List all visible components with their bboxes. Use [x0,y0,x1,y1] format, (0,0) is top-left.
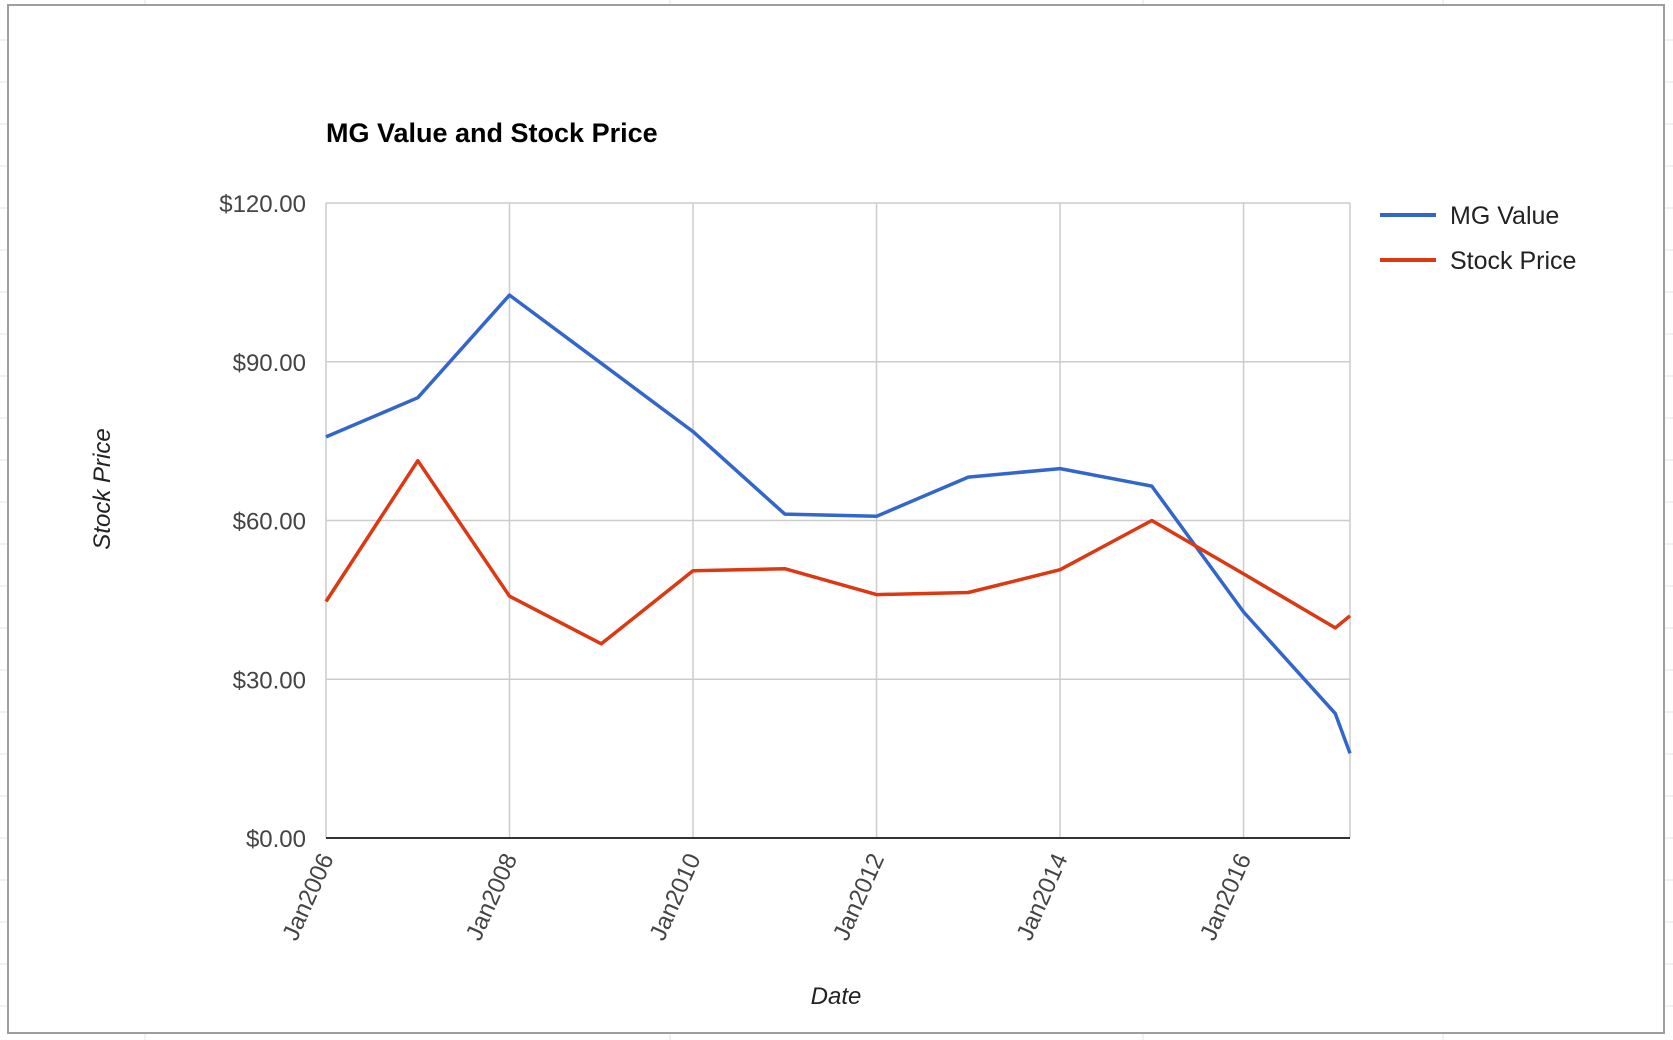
y-tick-label: $60.00 [233,509,306,536]
x-axis-title: Date [811,983,862,1010]
x-axis-ticks: Jan2006 Jan2008 Jan2010 Jan2012 Jan2014 Jan20… [277,849,1257,944]
y-axis-title: Stock Price [89,428,116,549]
chart-title: MG Value and Stock Price [326,118,658,148]
legend-label: MG Value [1450,202,1559,230]
x-tick-label: Jan2006 [277,849,339,944]
x-tick-label: Jan2012 [828,849,890,944]
x-tick-label: Jan2016 [1195,849,1257,944]
chart-container[interactable]: $0.00 $30.00 $60.00 $90.00 $120.00 Jan2006 Ja… [7,4,1665,1034]
series-lines [324,293,1352,754]
x-tick-label: Jan2014 [1011,849,1073,944]
x-tick-label: Jan2008 [461,849,523,944]
legend[interactable]: MG Value Stock Price [1380,202,1576,275]
y-tick-label: $0.00 [246,826,306,853]
x-tick-label: Jan2010 [644,849,706,944]
line-chart: $0.00$30.00$60.00$90.00$120.00 Jan2006 Ja… [89,118,1576,1010]
y-tick-label: $90.00 [233,350,306,377]
gridlines [325,202,1351,839]
series-line-stock-price[interactable] [324,458,1352,646]
legend-label: Stock Price [1450,247,1576,275]
series-line-mg-value[interactable] [325,293,1352,754]
y-tick-label: $30.00 [233,667,306,694]
y-axis-ticks: $0.00 $30.00 $60.00 $90.00 $120.00 [219,191,306,853]
y-tick-label: $120.00 [219,191,306,218]
